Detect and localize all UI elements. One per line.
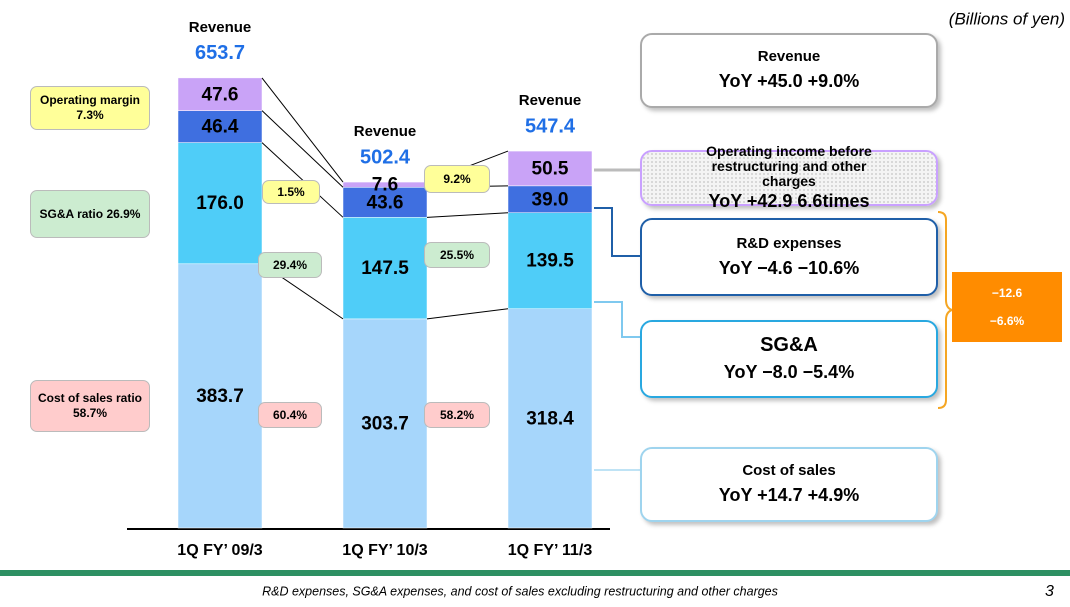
connector	[261, 142, 344, 218]
bar-segment	[177, 142, 263, 265]
ratio-value: 7.3%	[76, 108, 104, 122]
ratio-value: 9.2%	[443, 171, 471, 186]
bar-segment	[342, 187, 428, 218]
value-label: 7.6	[372, 175, 398, 196]
change-box: SG&A YoY −8.0 −5.4%	[640, 320, 938, 398]
ratio-value: 60.4%	[272, 407, 308, 422]
ratio-box: Cost of sales ratio 58.7%	[30, 380, 150, 432]
value-label: 50.5	[532, 158, 569, 179]
change-box-title: R&D expenses	[736, 234, 842, 252]
value-label: 147.5	[361, 258, 409, 279]
ratio-label: SG&A ratio	[39, 206, 104, 221]
bar-segment	[342, 318, 428, 529]
arrow	[594, 207, 640, 257]
ratio-box: SG&A ratio 26.9%	[30, 190, 150, 238]
value-label: 303.7	[361, 413, 409, 434]
total-title: Revenue	[519, 92, 582, 109]
bar-segment	[177, 77, 263, 111]
change-box-value: YoY −4.6 −10.6%	[718, 257, 860, 278]
change-box-value: YoY −8.0 −5.4%	[723, 362, 855, 382]
value-label: 176.0	[196, 193, 244, 214]
bracket	[937, 211, 956, 409]
combined-change: −12.6 −6.6%	[952, 272, 1062, 342]
bar-segment	[507, 185, 593, 213]
x-tick-label: 1Q FY’ 11/3	[508, 542, 593, 559]
value-label: 39.0	[532, 189, 569, 210]
ratio-label: Operating margin	[39, 93, 140, 107]
footnote: R&D expenses, SG&A expenses, and cost of…	[262, 584, 778, 598]
value-label: 383.7	[196, 386, 244, 407]
ratio-value: 1.5%	[277, 184, 305, 199]
connector	[261, 77, 344, 183]
x-tick-label: 1Q FY’ 10/3	[342, 542, 427, 559]
ratio-value: 25.5%	[439, 247, 475, 262]
value-label: 47.6	[202, 84, 239, 105]
ratio-box: 1.5%	[262, 180, 320, 204]
connector	[261, 110, 344, 188]
change-box-value: YoY +14.7 +4.9%	[718, 485, 860, 505]
ratio-text: 25.5%	[440, 248, 474, 263]
total-title: Revenue	[189, 19, 252, 36]
bar-segment	[177, 110, 263, 143]
total-value: 547.4	[525, 115, 576, 137]
x-tick-label: 1Q FY’ 09/3	[177, 542, 262, 559]
value-label: 318.4	[526, 408, 574, 429]
change-box-title: Cost of sales	[742, 462, 836, 479]
ratio-box: 29.4%	[258, 252, 322, 278]
change-box-value: YoY +45.0 +9.0%	[718, 71, 860, 91]
ratio-box: 9.2%	[424, 165, 490, 193]
bar-segment	[342, 217, 428, 320]
change-box-title: Revenue	[757, 48, 821, 65]
ratio-value: 29.4%	[272, 257, 308, 272]
combined-change-value: −12.6	[991, 286, 1023, 300]
ratio-box: 58.2%	[424, 402, 490, 428]
ratio-label: Cost of sales ratio	[37, 391, 143, 405]
ratio-value: 26.9%	[106, 206, 141, 221]
ratio-box: Operating margin 7.3%	[30, 86, 150, 130]
value-label: 139.5	[526, 251, 574, 272]
total-value: 502.4	[360, 146, 411, 168]
ratio-text: 60.4%	[273, 408, 307, 423]
ratio-text: 9.2%	[443, 172, 470, 187]
ratio-box: 60.4%	[258, 402, 322, 428]
total-value: 653.7	[195, 42, 245, 64]
value-label: 46.4	[202, 117, 239, 138]
bar-segment	[507, 150, 593, 187]
ratio-text: Cost of sales ratio 58.7%	[35, 391, 145, 421]
ratio-value: 58.7%	[72, 406, 108, 420]
change-box: Operating income before restructuring an…	[640, 144, 938, 211]
ratio-text: 58.2%	[440, 408, 474, 423]
total-title: Revenue	[354, 123, 417, 140]
value-label: 43.6	[367, 192, 404, 213]
rule	[0, 570, 1070, 576]
ratio-text: 1.5%	[277, 185, 304, 200]
change-box: R&D expenses YoY −4.6 −10.6%	[640, 218, 938, 296]
ratio-text: SG&A ratio 26.9%	[40, 207, 141, 222]
change-box: Revenue YoY +45.0 +9.0%	[640, 33, 938, 108]
combined-change-rate: −6.6%	[989, 314, 1025, 328]
bar-segment	[507, 308, 593, 529]
change-box-title: SG&A	[760, 334, 818, 356]
ratio-value: 58.2%	[439, 407, 475, 422]
bar-segment	[507, 212, 593, 310]
ratio-text: Operating margin 7.3%	[35, 93, 145, 123]
change-box-value: YoY +42.9 6.6times	[708, 191, 870, 211]
connector	[426, 308, 509, 320]
connector	[426, 212, 509, 218]
change-box-title: Operating income before restructuring an…	[706, 143, 872, 189]
arrow	[594, 301, 640, 338]
change-box: Cost of sales YoY +14.7 +4.9%	[640, 447, 938, 522]
unit-note: (Billions of yen)	[949, 9, 1065, 28]
ratio-box: 25.5%	[424, 242, 490, 268]
ratio-text: 29.4%	[273, 258, 307, 273]
page-number: 3	[1045, 583, 1054, 600]
